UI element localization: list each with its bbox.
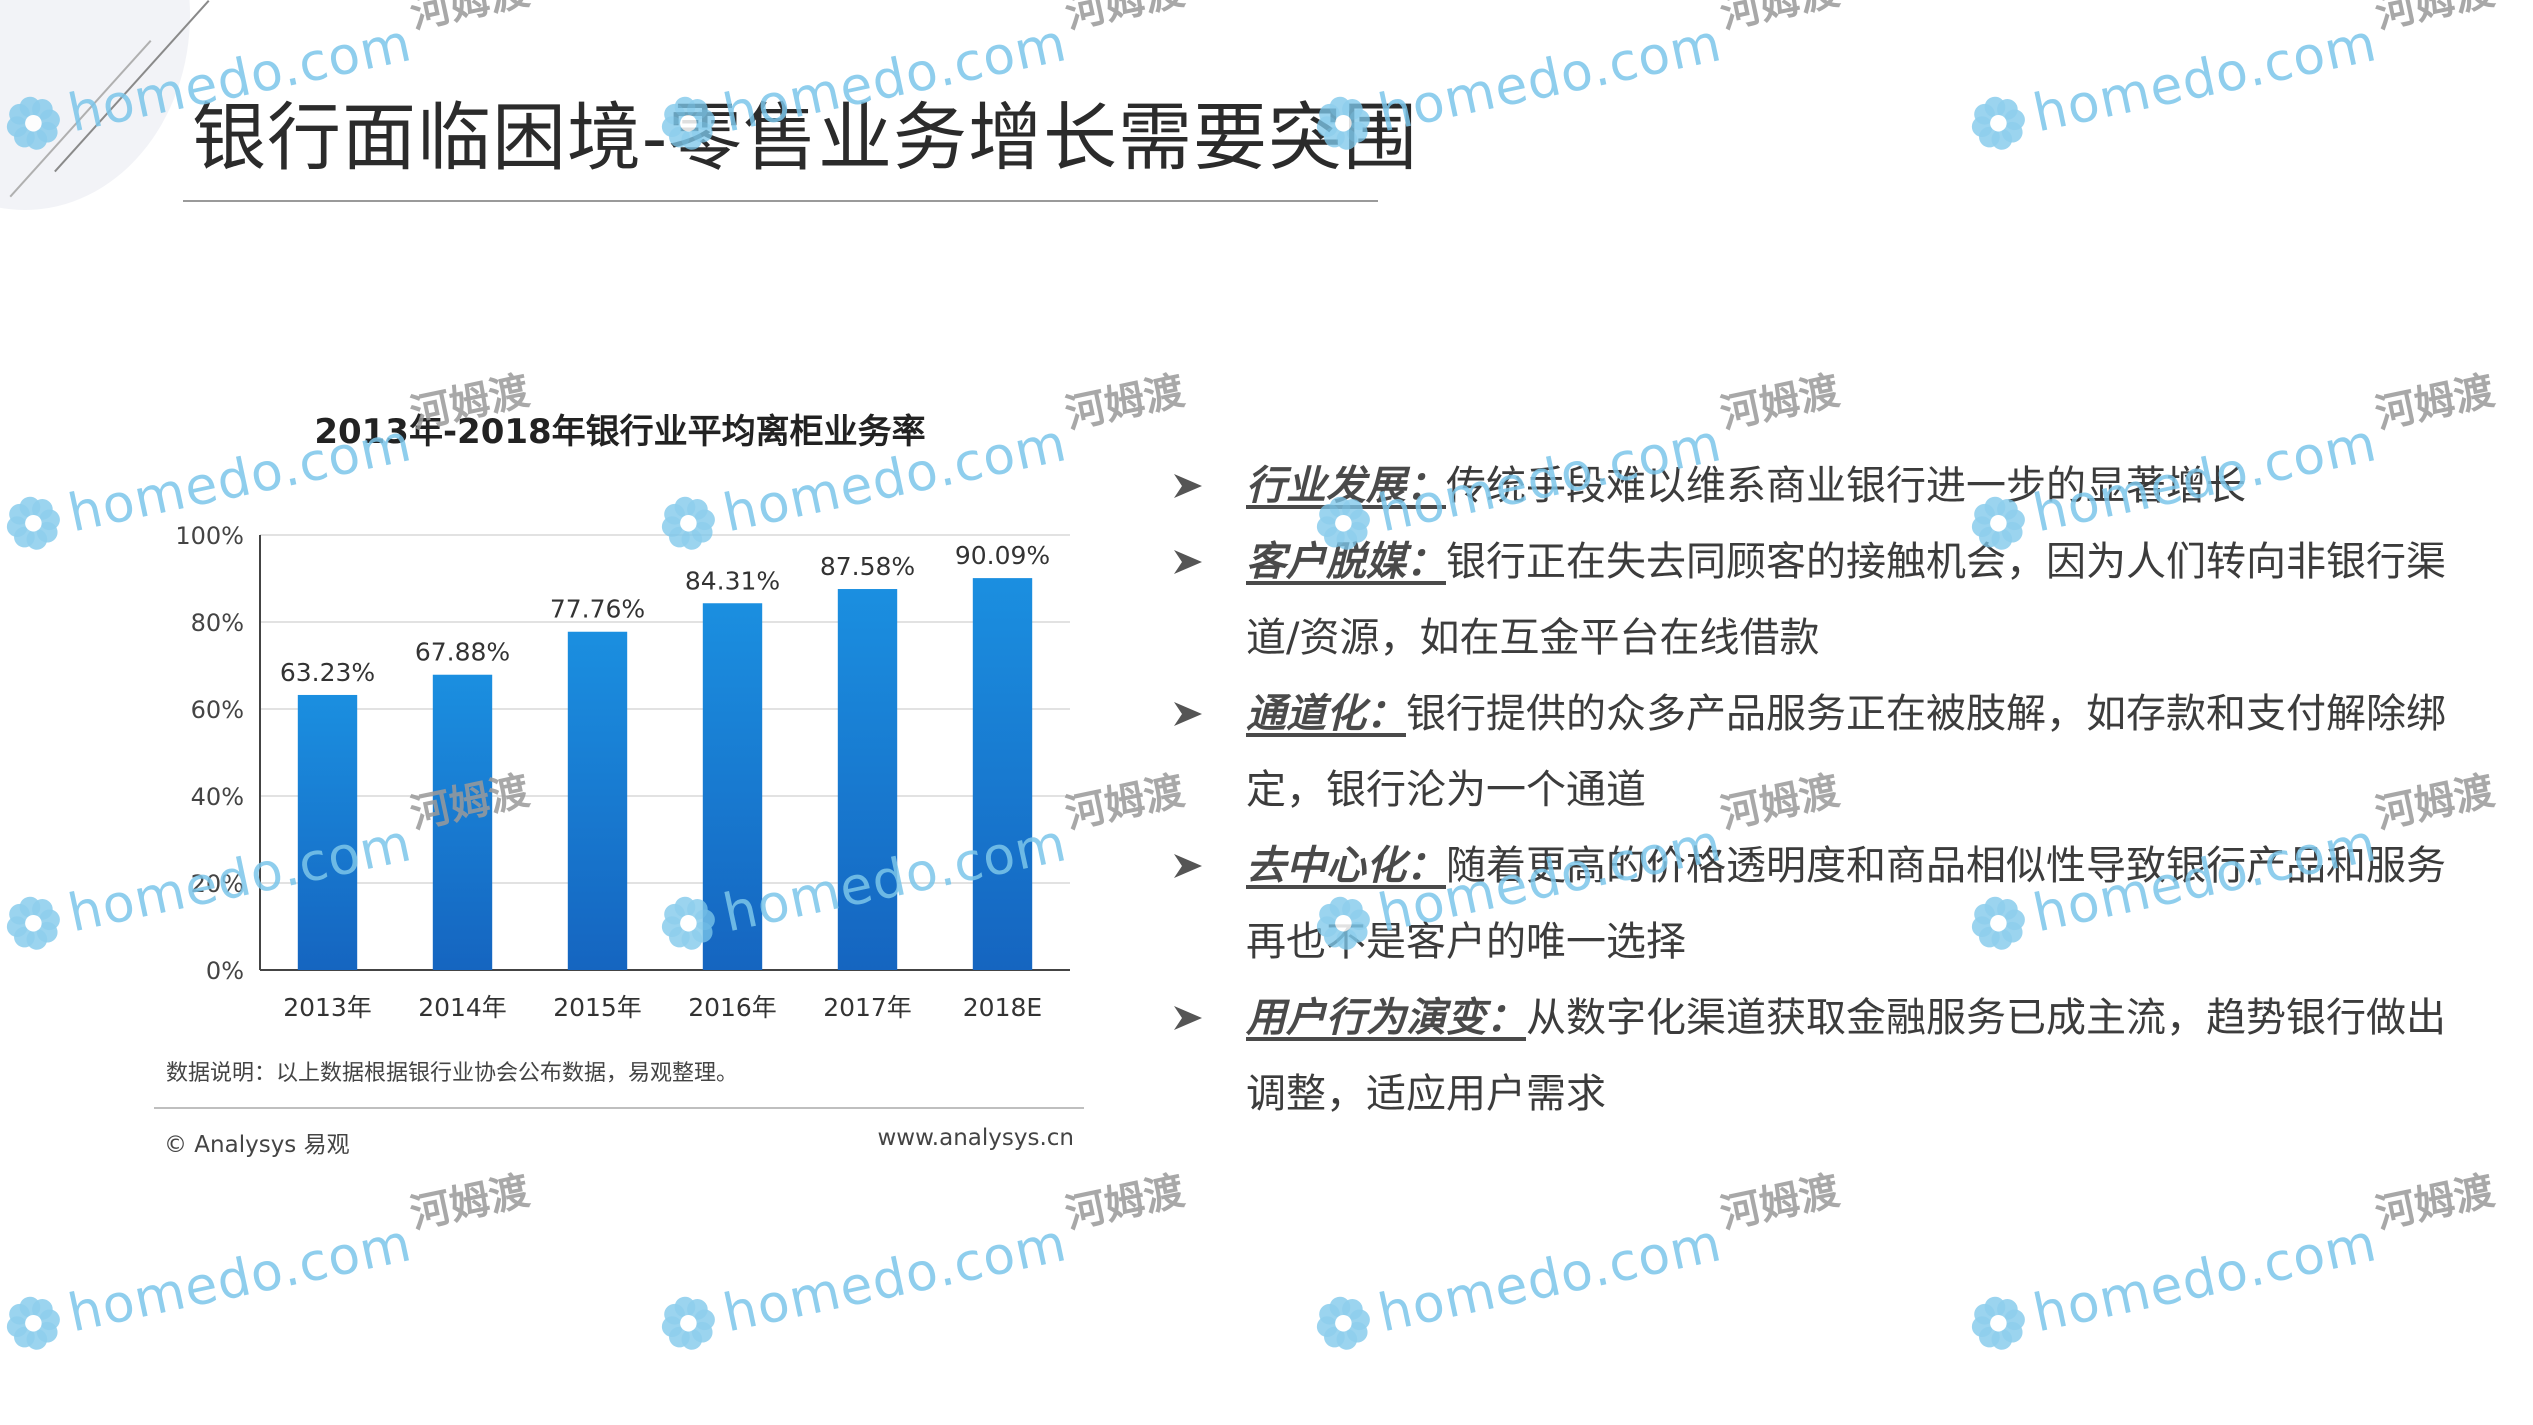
bar-chart-panel: 2013年-2018年银行业平均离柜业务率 0% 20% 40% 60% 80% 100% 6… xyxy=(140,395,1100,1175)
y-tick-label: 60% xyxy=(191,696,244,724)
y-tick-label: 0% xyxy=(206,957,244,985)
page-title: 银行面临困境-零售业务增长需要突围 xyxy=(192,95,1419,181)
bullet-list: 行业发展：传统手段难以维系商业银行进一步的显著增长 客户脱媒：银行正在失去同顾客… xyxy=(1160,448,2450,1132)
bullet-key: 客户脱媒： xyxy=(1246,539,1446,585)
chart-footer-divider xyxy=(154,1107,1084,1109)
bullet-item: 行业发展：传统手段难以维系商业银行进一步的显著增长 xyxy=(1160,448,2450,524)
flower-logo-icon xyxy=(1971,1296,2025,1350)
watermark: homedo.com河姆渡 xyxy=(1956,0,2506,160)
x-tick-label: 2014年 xyxy=(418,993,507,1022)
x-tick-label: 2018E xyxy=(963,993,1042,1022)
bar xyxy=(837,589,898,970)
watermark-cn: 河姆渡 xyxy=(1716,367,1844,438)
y-tick-label: 80% xyxy=(191,609,244,637)
bullet-text: 传统手段难以维系商业银行进一步的显著增长 xyxy=(1446,463,2246,509)
bullet-key: 行业发展： xyxy=(1246,463,1446,509)
chart-note: 数据说明：以上数据根据银行业协会公布数据，易观整理。 xyxy=(166,1061,739,1086)
arrow-bullet-icon xyxy=(1174,1006,1202,1030)
chart-title: 2013年-2018年银行业平均离柜业务率 xyxy=(314,412,925,452)
watermark-cn: 河姆渡 xyxy=(1716,0,1844,38)
y-tick-label: 100% xyxy=(175,522,244,550)
bar xyxy=(432,674,493,970)
watermark-cn: 河姆渡 xyxy=(2371,1167,2499,1238)
watermark: homedo.com河姆渡 xyxy=(1301,1158,1851,1359)
watermark-cn: 河姆渡 xyxy=(1061,1167,1189,1238)
watermark: homedo.com河姆渡 xyxy=(646,1158,1196,1359)
chart-source-url: www.analysys.cn xyxy=(877,1125,1074,1151)
watermark-text: homedo.com xyxy=(63,1213,418,1345)
bar xyxy=(567,631,628,970)
bar-value-label: 63.23% xyxy=(280,658,375,687)
watermark-text: homedo.com xyxy=(718,1213,1073,1345)
bar-value-label: 87.58% xyxy=(820,552,915,581)
bullet-text: 银行正在失去同顾客的接触机会，因为人们转向非银行渠道/资源，如在互金平台在线借款 xyxy=(1246,539,2446,661)
watermark-cn: 河姆渡 xyxy=(406,1167,534,1238)
watermark-cn: 河姆渡 xyxy=(1716,1167,1844,1238)
bullet-item: 通道化：银行提供的众多产品服务正在被肢解，如存款和支付解除绑定，银行沦为一个通道 xyxy=(1160,676,2450,828)
y-tick-label: 20% xyxy=(191,870,244,898)
watermark-cn: 河姆渡 xyxy=(1061,0,1189,38)
arrow-bullet-icon xyxy=(1174,474,1202,498)
bar-value-label: 84.31% xyxy=(685,566,780,595)
corner-decoration xyxy=(0,0,190,210)
watermark-text: homedo.com xyxy=(2028,1213,2383,1345)
bullet-text: 随着更高的价格透明度和商品相似性导致银行产品和服务再也不是客户的唯一选择 xyxy=(1246,843,2446,965)
watermark-text: homedo.com xyxy=(2028,13,2383,145)
bullet-key: 通道化： xyxy=(1246,691,1406,737)
chart-source-left: © Analysys 易观 xyxy=(164,1132,350,1158)
x-tick-label: 2013年 xyxy=(283,993,372,1022)
bar-chart: 2013年-2018年银行业平均离柜业务率 0% 20% 40% 60% 80% 100% 6… xyxy=(175,412,1070,1022)
bullet-key: 用户行为演变： xyxy=(1246,995,1526,1041)
watermark: homedo.com河姆渡 xyxy=(1956,1158,2506,1359)
bar xyxy=(297,694,358,970)
title-divider xyxy=(183,200,1378,202)
flower-logo-icon xyxy=(1971,96,2025,150)
bar-value-label: 77.76% xyxy=(550,595,645,624)
bullet-item: 去中心化：随着更高的价格透明度和商品相似性导致银行产品和服务再也不是客户的唯一选… xyxy=(1160,828,2450,980)
watermark-cn: 河姆渡 xyxy=(406,0,534,38)
bullet-item: 用户行为演变：从数字化渠道获取金融服务已成主流，趋势银行做出调整，适应用户需求 xyxy=(1160,980,2450,1132)
flower-logo-icon xyxy=(6,496,60,550)
x-tick-label: 2017年 xyxy=(823,993,912,1022)
x-tick-label: 2016年 xyxy=(688,993,777,1022)
arrow-bullet-icon xyxy=(1174,702,1202,726)
flower-logo-icon xyxy=(6,896,60,950)
bullet-text: 银行提供的众多产品服务正在被肢解，如存款和支付解除绑定，银行沦为一个通道 xyxy=(1246,691,2446,813)
flower-logo-icon xyxy=(661,1296,715,1350)
bullet-key: 去中心化： xyxy=(1246,843,1446,889)
watermark-text: homedo.com xyxy=(1373,1213,1728,1345)
watermark: homedo.com河姆渡 xyxy=(0,1158,540,1359)
bar-value-label: 67.88% xyxy=(415,638,510,667)
watermark-text: homedo.com xyxy=(1373,13,1728,145)
arrow-bullet-icon xyxy=(1174,854,1202,878)
bar xyxy=(972,578,1033,970)
watermark-cn: 河姆渡 xyxy=(2371,0,2499,38)
flower-logo-icon xyxy=(1316,1296,1370,1350)
bullet-item: 客户脱媒：银行正在失去同顾客的接触机会，因为人们转向非银行渠道/资源，如在互金平… xyxy=(1160,524,2450,676)
y-tick-label: 40% xyxy=(191,783,244,811)
arrow-bullet-icon xyxy=(1174,550,1202,574)
watermark-cn: 河姆渡 xyxy=(2371,367,2499,438)
x-tick-label: 2015年 xyxy=(553,993,642,1022)
bar xyxy=(702,603,763,970)
bar-value-label: 90.09% xyxy=(955,541,1050,570)
bullet-text: 从数字化渠道获取金融服务已成主流，趋势银行做出调整，适应用户需求 xyxy=(1246,995,2446,1117)
flower-logo-icon xyxy=(6,1296,60,1350)
